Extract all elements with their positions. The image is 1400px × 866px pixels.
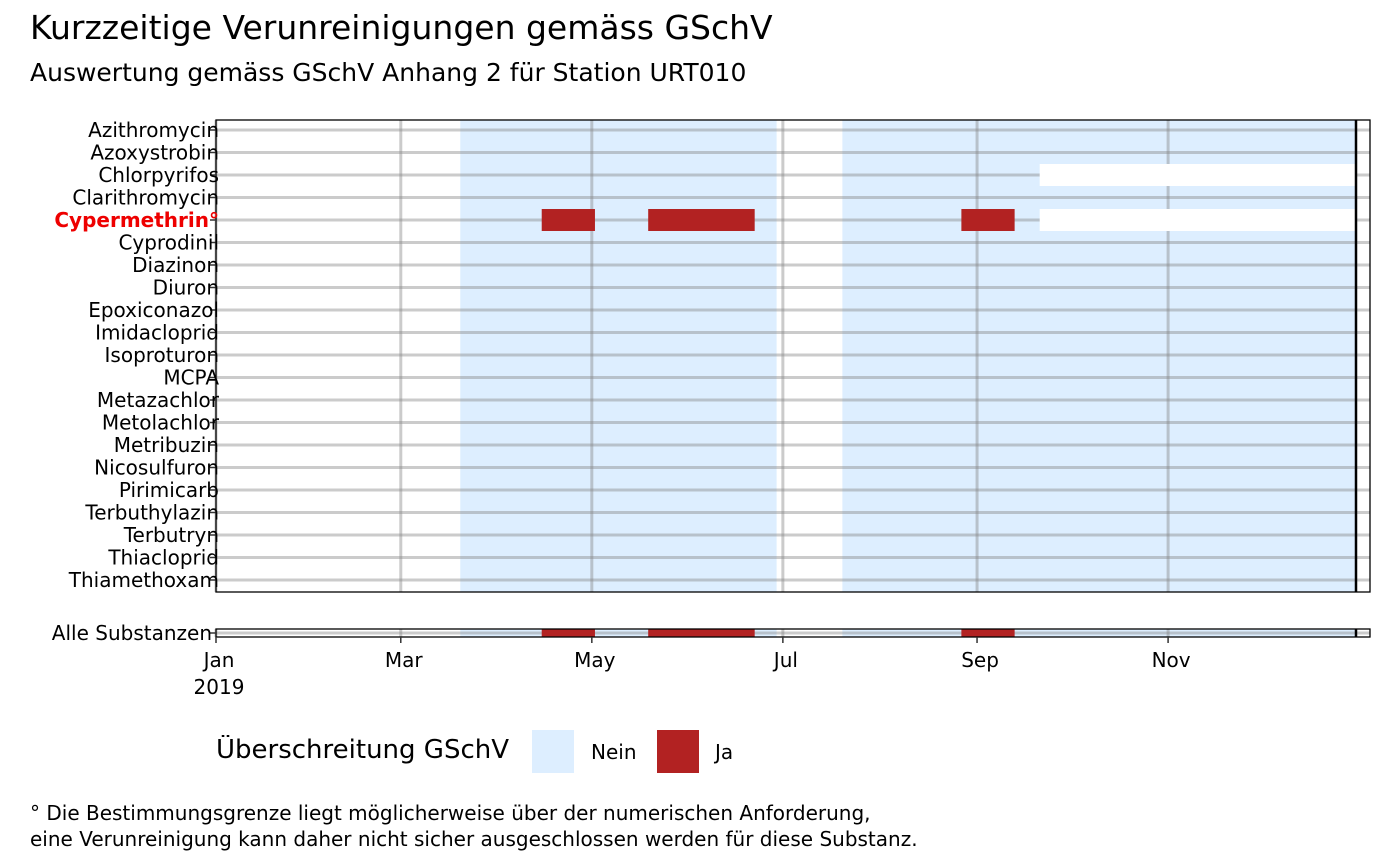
sampling-period-0 [460,120,777,592]
legend-label-ja: Ja [715,740,734,764]
main-panel: AzithromycinAzoxystrobinChlorpyrifosClar… [54,118,1371,593]
y-label-azoxystrobin: Azoxystrobin [90,141,219,165]
timeline-chart: AzithromycinAzoxystrobinChlorpyrifosClar… [52,118,1371,699]
y-label-mcpa: MCPA [163,366,219,390]
footnote-line-1: ° Die Bestimmungsgrenze liegt möglicherw… [30,801,871,825]
summary-exceedance-bar-0 [541,629,595,637]
legend-key-nein [532,730,574,773]
x-tick-label-mar: Mar [385,648,424,672]
y-label-cyprodinil: Cyprodinil [118,231,219,255]
x-tick-sublabel-0: 2019 [194,675,245,699]
y-label-azithromycin: Azithromycin [88,118,219,142]
main-panel-border [215,119,1371,593]
y-label-terbuthylazin: Terbuthylazin [84,501,219,525]
footnote: ° Die Bestimmungsgrenze liegt möglicherw… [30,800,918,852]
y-label-cypermethrin: Cypermethrin° [54,208,219,232]
exceedance-bar-0 [541,209,595,231]
summary-exceedance-bar-2 [961,629,1015,637]
y-label-metazachlor: Metazachlor [97,388,220,412]
y-label-metribuzin: Metribuzin [114,433,219,457]
summary-sampling-period-1 [842,629,1356,637]
exceedance-bar-2 [961,209,1015,231]
y-label-diuron: Diuron [153,276,219,300]
y-label-clarithromycin: Clarithromycin [72,186,219,210]
x-tick-label-jul: Jul [772,648,798,672]
y-label-thiamethoxam: Thiamethoxam [68,568,219,592]
y-label-pirimicarb: Pirimicarb [119,478,219,502]
x-axis: Jan 2019 Mar May Jul Sep Nov [194,637,1191,699]
y-label-nicosulfuron: Nicosulfuron [94,456,219,480]
chart-title: Kurzzeitige Verunreinigungen gemäss GSch… [30,8,773,47]
x-tick-label-nov: Nov [1152,648,1191,672]
legend-title: Überschreitung GSchV [216,735,510,765]
sampling-period-1 [842,120,1356,592]
summary-sampling-period-0 [460,629,777,637]
no-data-period-0 [1039,164,1356,186]
y-label-diazinon: Diazinon [132,253,219,277]
summary-exceedance-bar-1 [648,629,755,637]
x-tick-label-may: May [574,648,616,672]
y-label-imidacloprid: Imidacloprid [95,321,219,345]
summary-panel: Alle Substanzen [52,621,1371,645]
legend-label-nein: Nein [591,740,637,764]
x-tick-label-jan: Jan [202,648,235,672]
y-label-terbutryn: Terbutryn [123,523,219,547]
footnote-line-2: eine Verunreinigung kann daher nicht sic… [30,827,918,851]
summary-row-label: Alle Substanzen [52,621,212,645]
x-tick-label-sep: Sep [961,648,999,672]
no-data-period-1 [1039,209,1356,231]
exceedance-bar-1 [648,209,755,231]
y-label-thiacloprid: Thiacloprid [107,546,219,570]
y-label-chlorpyrifos: Chlorpyrifos [98,163,219,187]
legend-key-ja [657,730,699,773]
y-label-metolachlor: Metolachlor [102,411,220,435]
y-label-epoxiconazol: Epoxiconazol [88,298,219,322]
chart-subtitle: Auswertung gemäss GSchV Anhang 2 für Sta… [30,58,747,87]
y-label-isoproturon: Isoproturon [105,343,219,367]
